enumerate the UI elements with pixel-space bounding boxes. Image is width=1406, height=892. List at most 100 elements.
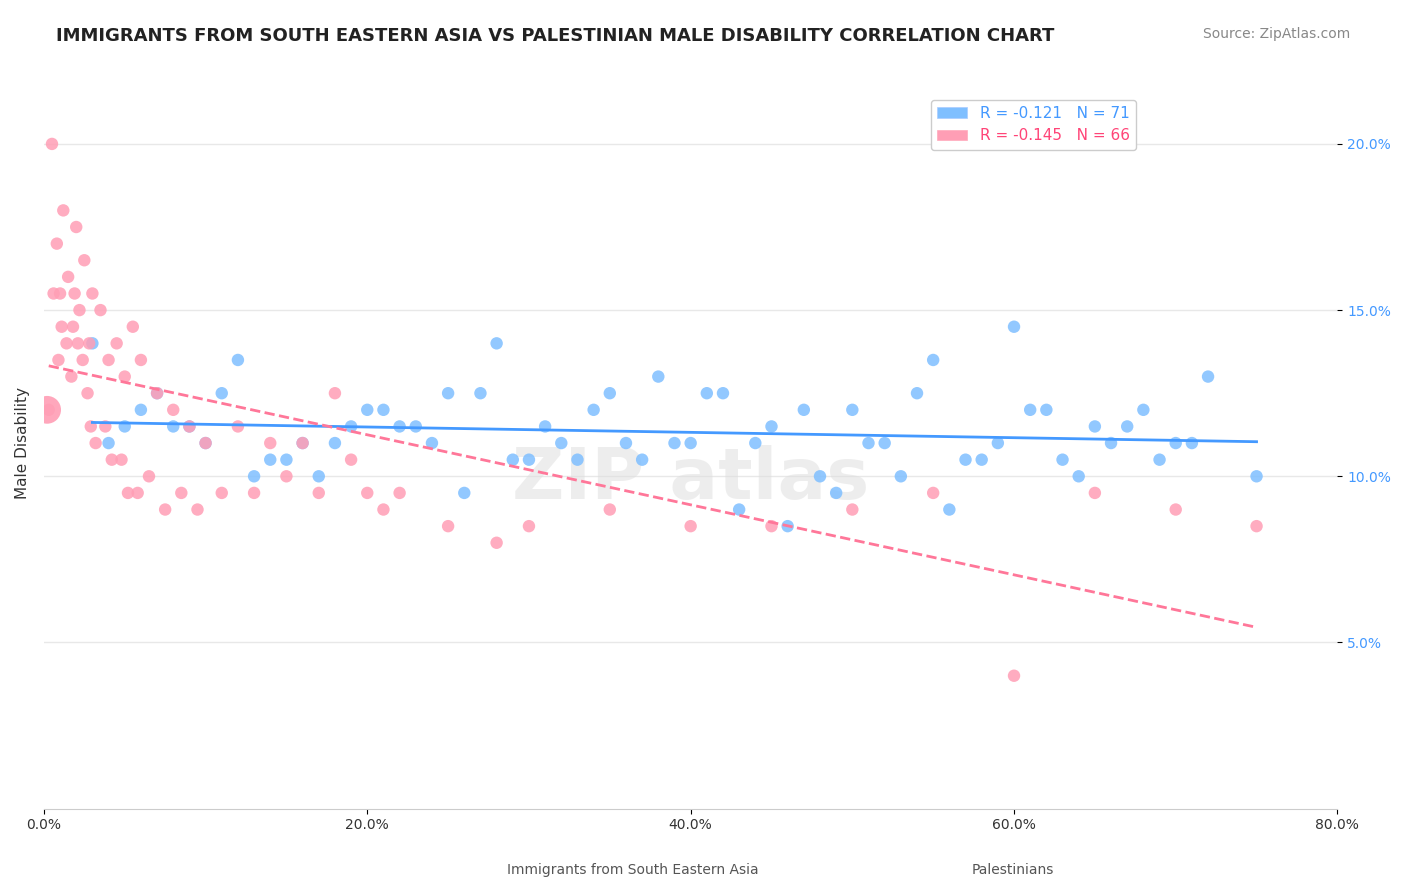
Legend: R = -0.121   N = 71, R = -0.145   N = 66: R = -0.121 N = 71, R = -0.145 N = 66: [931, 100, 1136, 150]
Point: [664, 436, 686, 450]
Point: [80, 419, 103, 434]
Point: [127, 486, 149, 500]
Point: [614, 436, 637, 450]
Point: [62, 319, 84, 334]
Point: [1164, 502, 1187, 516]
Point: [841, 502, 863, 516]
Point: [485, 336, 508, 351]
Point: [388, 486, 411, 500]
Point: [76, 386, 98, 401]
Text: Palestinians: Palestinians: [972, 863, 1053, 877]
Point: [1019, 402, 1042, 417]
Point: [226, 353, 249, 368]
Text: ZIP atlas: ZIP atlas: [512, 445, 869, 514]
Point: [470, 386, 492, 401]
Point: [323, 386, 346, 401]
Point: [631, 452, 654, 467]
Point: [69, 303, 91, 318]
Point: [117, 486, 139, 500]
Point: [776, 519, 799, 533]
Point: [808, 469, 831, 483]
Point: [1149, 452, 1171, 467]
Point: [437, 386, 460, 401]
Point: [179, 419, 201, 434]
Point: [420, 436, 443, 450]
Point: [97, 436, 120, 450]
Point: [308, 469, 330, 483]
Point: [45, 236, 67, 251]
Point: [1052, 452, 1074, 467]
Point: [94, 419, 117, 434]
Point: [1197, 369, 1219, 384]
Point: [211, 486, 233, 500]
Point: [711, 386, 734, 401]
Point: [890, 469, 912, 483]
Point: [550, 436, 572, 450]
Point: [276, 469, 298, 483]
Point: [1116, 419, 1139, 434]
Point: [825, 486, 848, 500]
Point: [89, 303, 111, 318]
Point: [356, 486, 378, 500]
Point: [405, 419, 427, 434]
Point: [744, 436, 766, 450]
Point: [291, 436, 314, 450]
Point: [51, 319, 73, 334]
Point: [534, 419, 557, 434]
Point: [373, 502, 395, 516]
Point: [728, 502, 751, 516]
Point: [146, 386, 169, 401]
Point: [1002, 319, 1025, 334]
Point: [938, 502, 960, 516]
Point: [841, 402, 863, 417]
Point: [1164, 436, 1187, 450]
Point: [146, 386, 169, 401]
Text: Source: ZipAtlas.com: Source: ZipAtlas.com: [1202, 27, 1350, 41]
Point: [761, 419, 783, 434]
Point: [679, 519, 702, 533]
Point: [114, 419, 136, 434]
Point: [226, 419, 249, 434]
Y-axis label: Male Disability: Male Disability: [15, 387, 30, 499]
Point: [373, 402, 395, 417]
Point: [1246, 519, 1268, 533]
Point: [679, 436, 702, 450]
Point: [259, 436, 281, 450]
Point: [97, 353, 120, 368]
Point: [211, 386, 233, 401]
Point: [599, 502, 621, 516]
Point: [105, 336, 128, 351]
Point: [485, 535, 508, 549]
Point: [970, 452, 993, 467]
Point: [84, 436, 107, 450]
Point: [82, 286, 104, 301]
Point: [1132, 402, 1154, 417]
Point: [599, 386, 621, 401]
Point: [858, 436, 880, 450]
Point: [1002, 669, 1025, 683]
Point: [340, 419, 363, 434]
Point: [323, 436, 346, 450]
Point: [65, 219, 87, 234]
Point: [437, 519, 460, 533]
Point: [647, 369, 669, 384]
Point: [308, 486, 330, 500]
Point: [42, 286, 65, 301]
Point: [60, 369, 83, 384]
Point: [101, 452, 124, 467]
Point: [340, 452, 363, 467]
Point: [291, 436, 314, 450]
Point: [905, 386, 928, 401]
Point: [1246, 469, 1268, 483]
Point: [388, 419, 411, 434]
Point: [162, 402, 184, 417]
Point: [48, 353, 70, 368]
Point: [517, 519, 540, 533]
Point: [153, 502, 176, 516]
Point: [1035, 402, 1057, 417]
Point: [77, 336, 100, 351]
Text: Immigrants from South Eastern Asia: Immigrants from South Eastern Asia: [508, 863, 758, 877]
Point: [582, 402, 605, 417]
Point: [194, 436, 217, 450]
Point: [138, 469, 160, 483]
